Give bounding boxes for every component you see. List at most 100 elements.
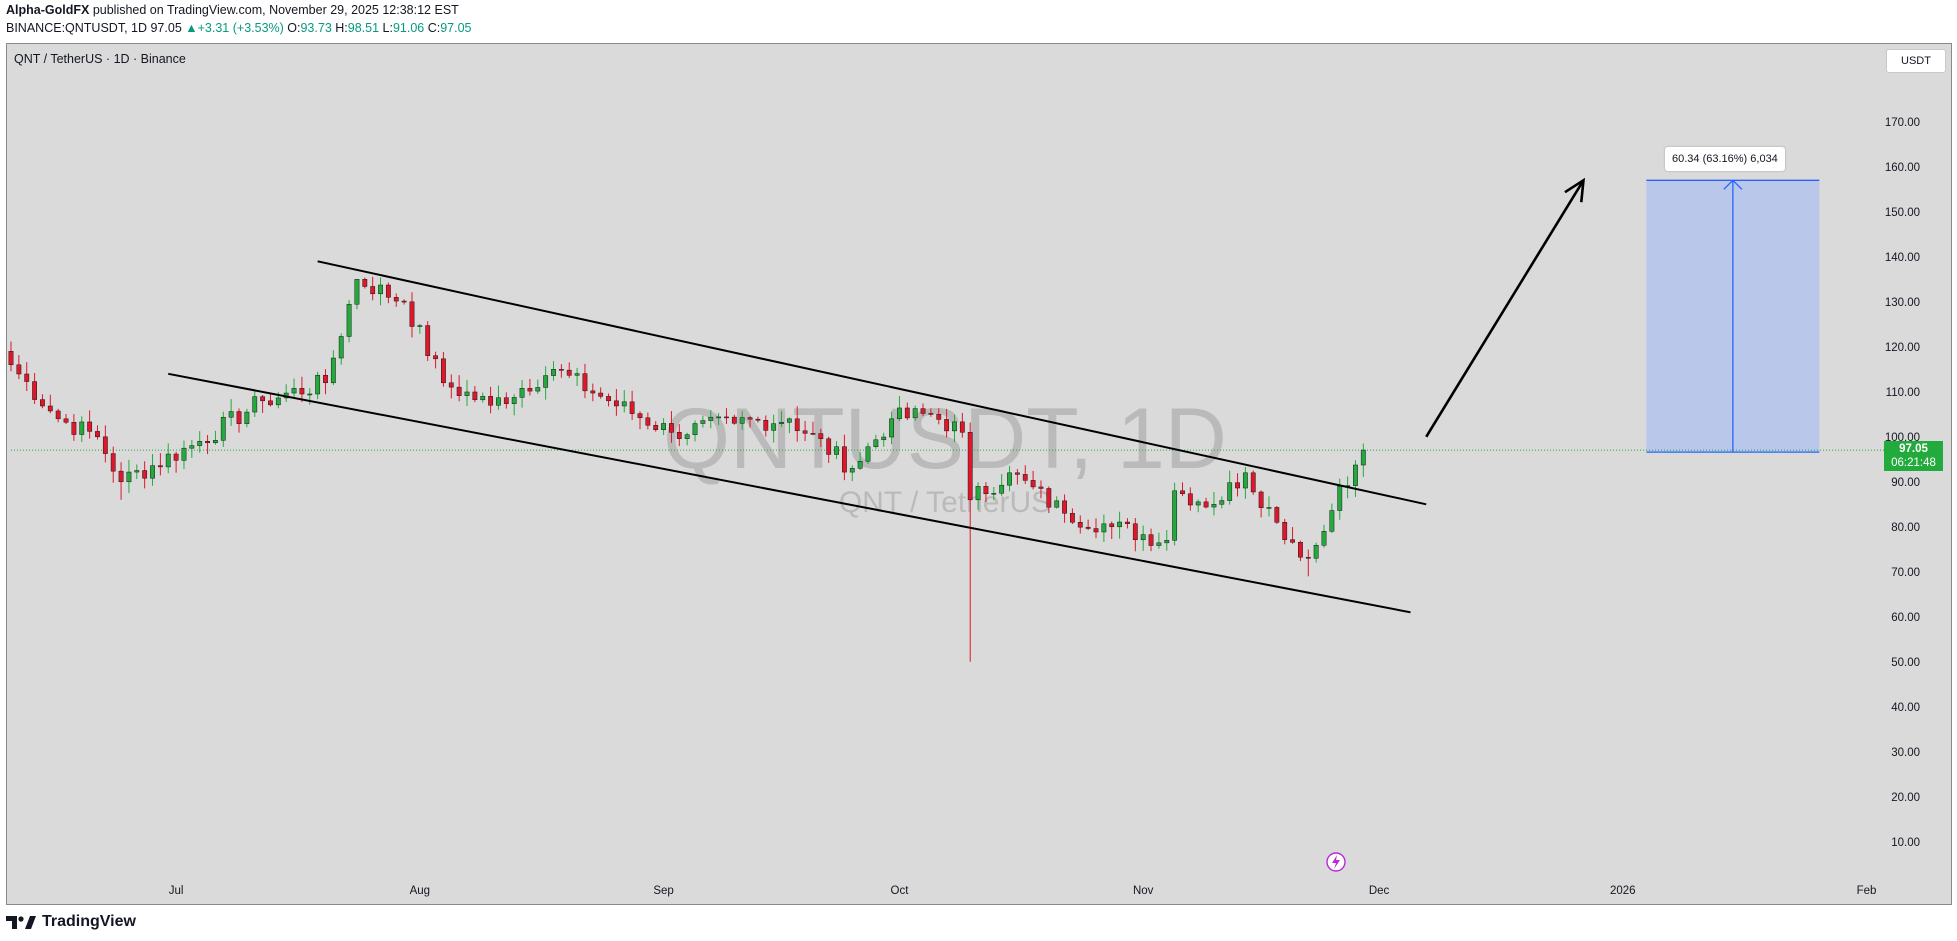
candle-body [32, 381, 37, 400]
y-tick-label: 170.00 [1885, 117, 1920, 129]
candle-body [1360, 449, 1366, 466]
candle-body [1014, 472, 1020, 475]
candle-body [1132, 523, 1138, 541]
candle-body [268, 400, 273, 406]
y-tick-label: 140.00 [1885, 252, 1920, 264]
y-tick-label: 80.00 [1891, 522, 1920, 534]
candle-body [967, 432, 973, 501]
candle-body [904, 407, 910, 419]
candle-body [8, 351, 14, 366]
candle-body [260, 396, 266, 402]
y-tick-label: 130.00 [1885, 297, 1920, 309]
chart-pane[interactable] [6, 43, 1952, 905]
last-price: 97.05 [150, 21, 182, 35]
candle-body [213, 440, 218, 444]
candle-body [118, 470, 124, 483]
candle-body [1022, 474, 1028, 481]
candle-body [692, 423, 698, 435]
tradingview-logo-icon [6, 916, 36, 929]
candle-body [197, 441, 203, 446]
x-tick-label: Nov [1133, 885, 1154, 897]
candle-body [857, 460, 863, 469]
candle-body [1290, 539, 1295, 543]
candle-body [16, 364, 22, 375]
y-tick-label: 120.00 [1885, 342, 1920, 354]
candle-body [991, 492, 997, 495]
candle-body [299, 388, 305, 395]
candle-body [378, 284, 383, 295]
ohlc-line: BINANCE:QNTUSDT, 1D 97.05 ▲+3.31 (+3.53%… [6, 21, 472, 35]
candle-body [1282, 522, 1288, 540]
candle-body [912, 408, 918, 419]
candle-body [1148, 534, 1154, 546]
x-tick-label: 2026 [1610, 885, 1636, 897]
candle-body [1007, 472, 1012, 486]
candle-body [401, 300, 407, 303]
candle-body [1077, 522, 1083, 528]
candle-body [441, 358, 446, 384]
measure-arrow-head [1723, 179, 1743, 190]
candle-body [1227, 482, 1233, 501]
candle-body [370, 286, 376, 295]
x-tick-label: Sep [653, 885, 673, 897]
y-tick-label: 50.00 [1891, 657, 1920, 669]
candle-body [252, 396, 258, 413]
candle-body [1085, 526, 1091, 529]
candle-body [71, 422, 77, 435]
candle-body [535, 387, 541, 392]
candle-body [1242, 472, 1248, 489]
lightning-event-icon [1326, 852, 1346, 872]
candle-body [1266, 507, 1272, 509]
candle-body [590, 390, 596, 394]
candle-body [165, 453, 171, 468]
candle-body [488, 396, 494, 406]
candle-body [393, 297, 399, 302]
candle-body [220, 416, 226, 441]
candle-body [1219, 500, 1225, 505]
published-text: published on TradingView.com, November 2… [92, 3, 459, 17]
low-label: L: [382, 21, 393, 35]
publisher-name[interactable]: Alpha-GoldFX [6, 3, 90, 17]
tradingview-footer[interactable]: TradingView [6, 913, 136, 931]
candle-body [1046, 488, 1052, 508]
candle-body [684, 434, 690, 439]
candle-body [1062, 500, 1067, 514]
candle-body [779, 422, 784, 424]
candle-body [244, 411, 250, 424]
candle-body [661, 423, 666, 431]
price-tag-countdown: 06:21:48 [1891, 457, 1936, 469]
candle-body [739, 417, 745, 424]
candle-body [818, 433, 824, 439]
y-tick-label: 160.00 [1885, 162, 1920, 174]
candle-body [1093, 528, 1099, 533]
candle-body [1140, 534, 1146, 541]
candle-body [1164, 540, 1170, 544]
measure-label[interactable]: 60.34 (63.16%) 6,034 [1665, 147, 1785, 171]
candle-body [849, 468, 855, 473]
y-tick-label: 10.00 [1891, 837, 1920, 849]
close-label: C: [427, 21, 441, 35]
x-tick-label: Dec [1369, 885, 1390, 897]
candle-body [110, 453, 116, 472]
candle-body [558, 369, 564, 371]
candle-body [519, 388, 525, 398]
candle-body [1321, 531, 1327, 546]
candle-body [425, 325, 431, 356]
y-tick-label: 70.00 [1891, 567, 1920, 579]
candle-body [1101, 523, 1107, 533]
candle-body [936, 414, 942, 420]
candle-body [1274, 507, 1280, 523]
candle-body [496, 397, 501, 406]
candle-body [79, 421, 85, 435]
change-value: +3.31 (+3.53%) [197, 21, 284, 35]
y-tick-label: 150.00 [1885, 207, 1920, 219]
footer-brand: TradingView [42, 913, 136, 930]
candle-body [1235, 482, 1240, 489]
candle-body [629, 401, 635, 414]
currency-button[interactable]: USDT [1886, 49, 1946, 73]
candle-body [55, 410, 61, 420]
candle-body [1125, 521, 1130, 524]
candle-body [95, 431, 100, 438]
candle-body [543, 375, 549, 388]
